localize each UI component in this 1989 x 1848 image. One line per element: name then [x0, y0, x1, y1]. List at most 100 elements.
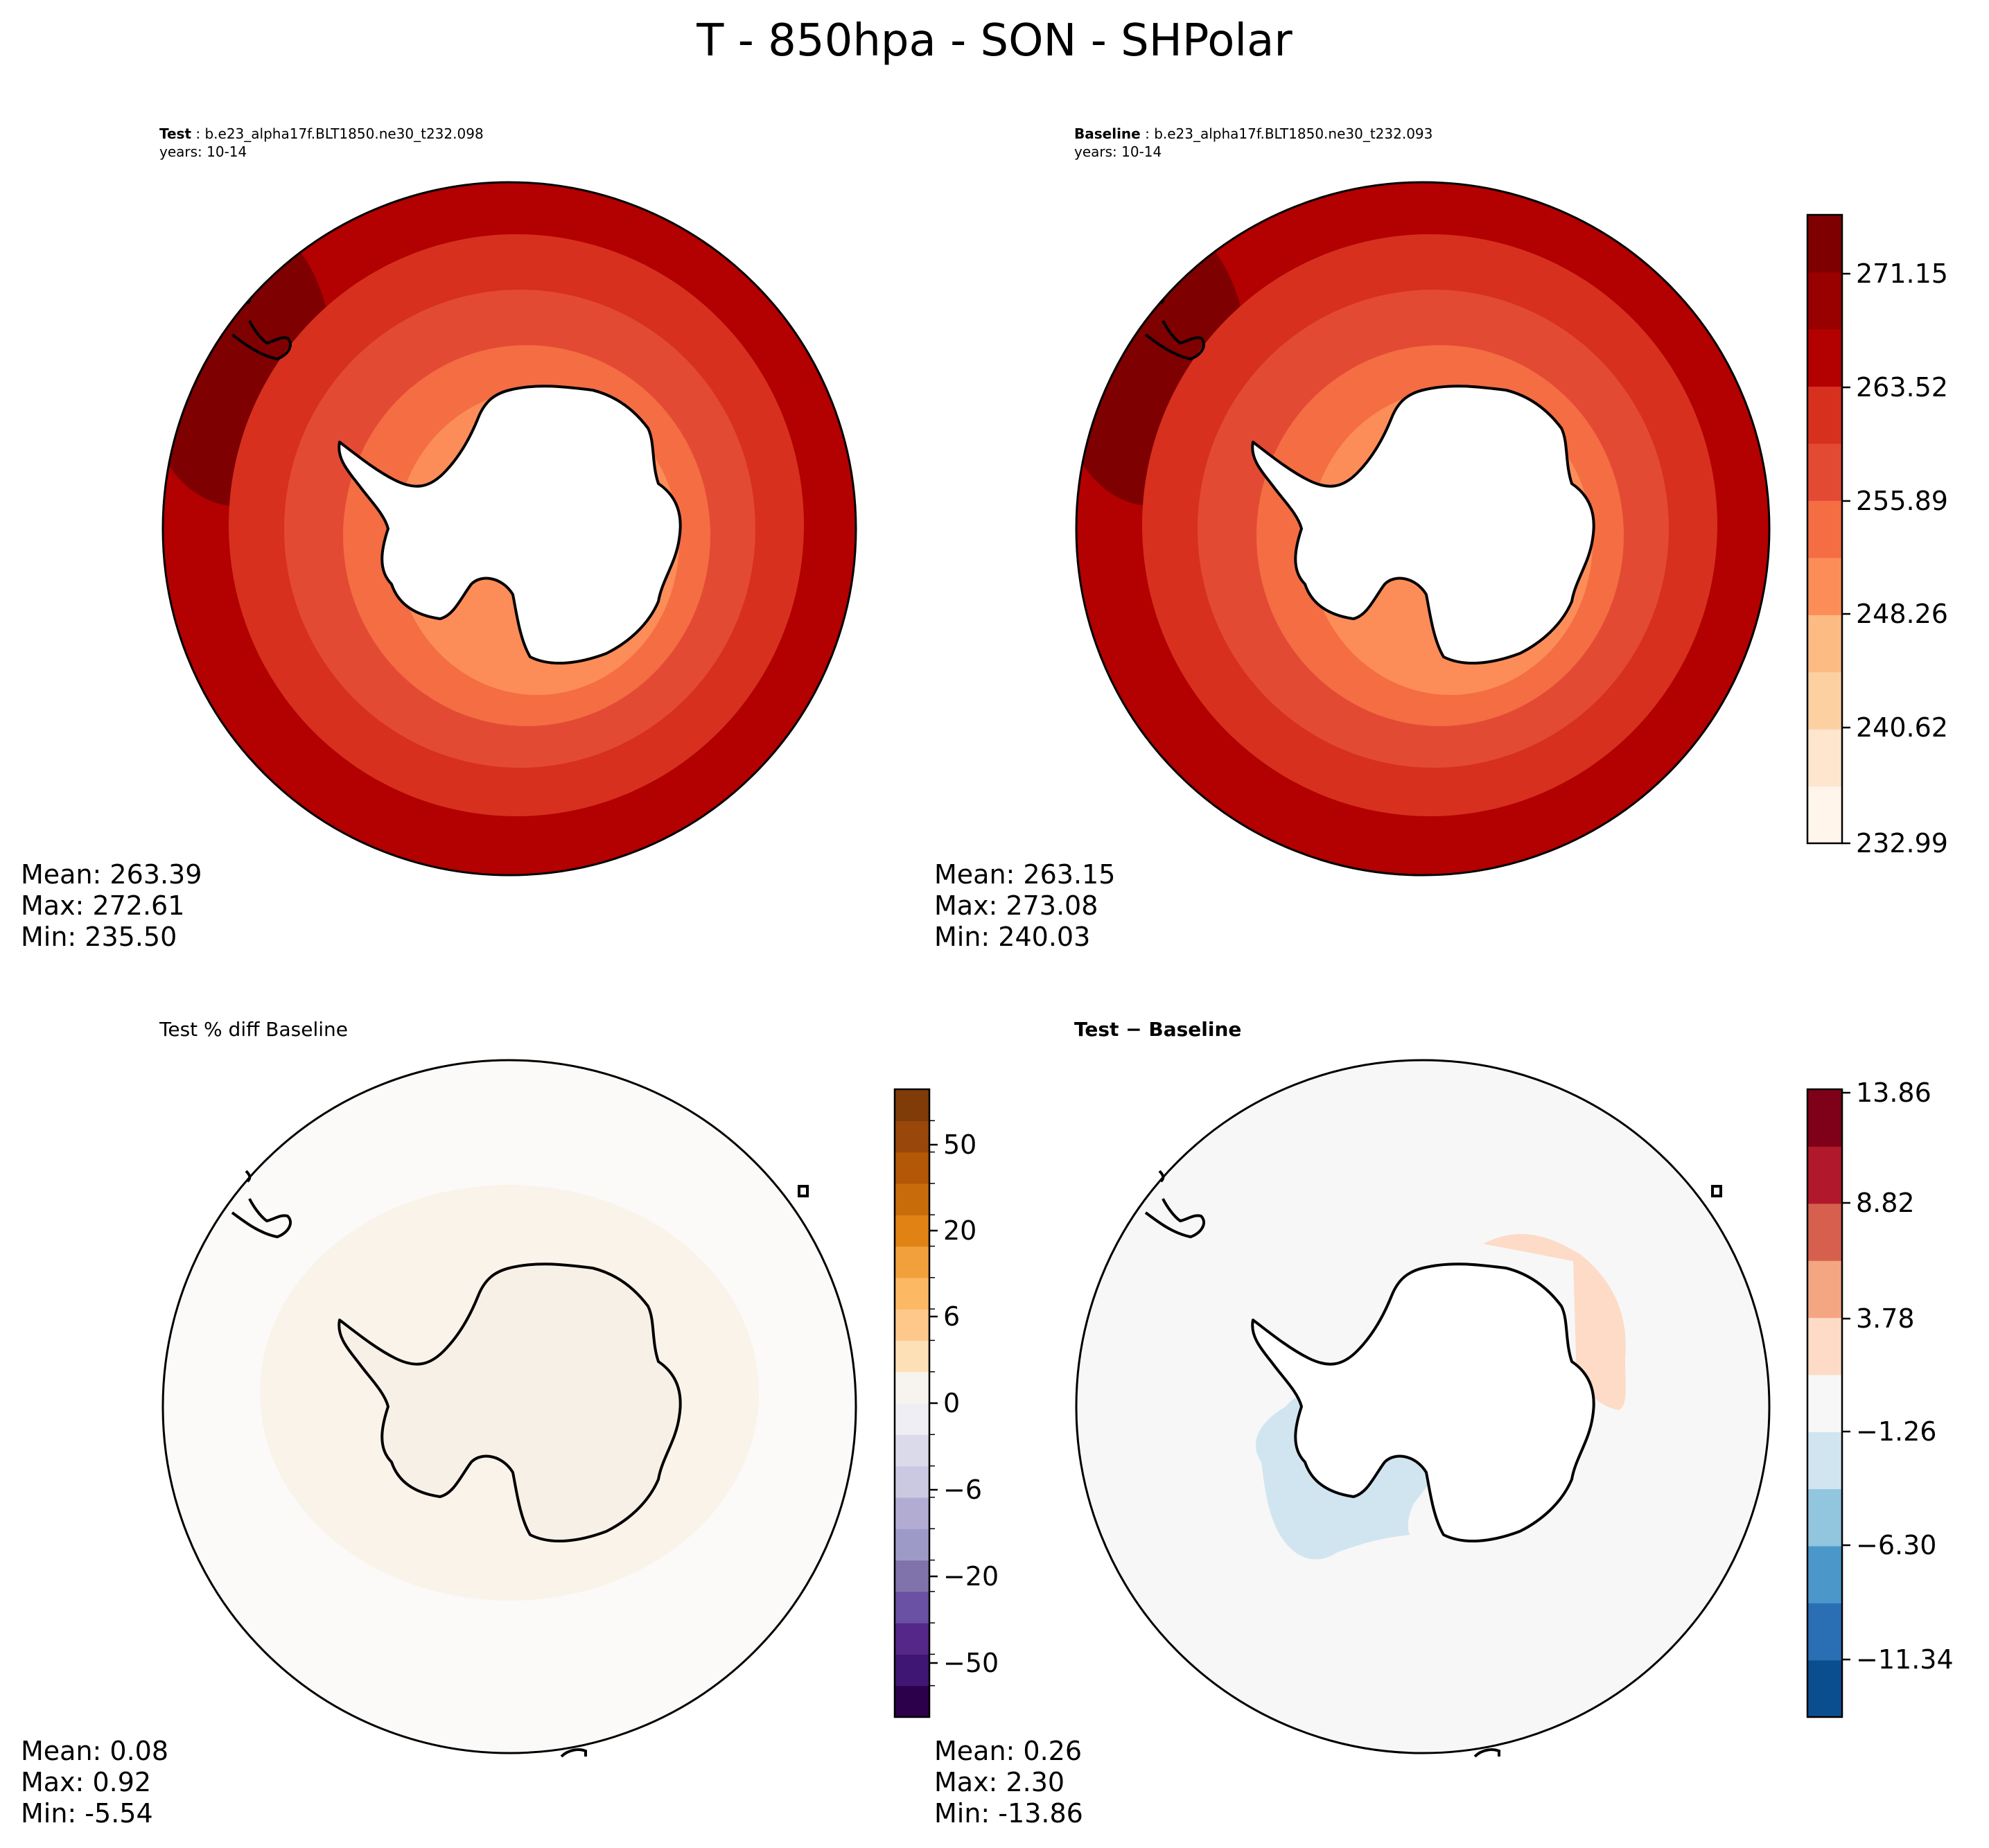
colorbar-diff-swatch-4	[1807, 1432, 1842, 1490]
panel-test: Test : b.e23_alpha17f.BLT1850.ne30_t232.…	[21, 125, 857, 952]
colorbar-baseline-swatch-3	[1807, 615, 1842, 673]
colorbar-pctdiff-swatch-16	[895, 1183, 929, 1215]
colorbar-pctdiff-swatch-18	[895, 1120, 929, 1153]
colorbar-pctdiff-swatch-2	[895, 1623, 929, 1655]
panel-baseline-title-label: Baseline	[1074, 125, 1141, 142]
panel-pctdiff-title: Test % diff Baseline	[159, 1018, 348, 1041]
colorbar-baseline-ticklabel-0: 271.15	[1856, 258, 1948, 289]
colorbar-diff-swatch-8	[1807, 1203, 1842, 1261]
colorbar-pctdiff-ticklabel-4: −6	[943, 1475, 982, 1505]
colorbar-baseline-swatch-8	[1807, 328, 1842, 387]
colorbar-diff-ticklabel-2: 3.78	[1856, 1303, 1915, 1334]
colorbar-pctdiff: 50 20 6 0 −6 −20 −50	[893, 1088, 999, 1718]
colorbar-baseline-swatch-9	[1807, 272, 1842, 330]
colorbar-baseline-swatch-6	[1807, 443, 1842, 501]
panel-diff-title-baseline: Baseline	[1148, 1018, 1241, 1041]
colorbar-pctdiff-swatch-11	[895, 1340, 929, 1373]
panel-baseline-years: years: 10-14	[1074, 143, 1162, 160]
panel-test-min: Min: 235.50	[21, 922, 177, 952]
colorbar-diff-swatch-1	[1807, 1603, 1842, 1661]
panel-diff-title: Test − Baseline	[1074, 1018, 1241, 1041]
panel-test-title: Test : b.e23_alpha17f.BLT1850.ne30_t232.…	[159, 125, 484, 142]
panel-baseline-map	[1076, 182, 1769, 875]
colorbar-diff-swatch-6	[1807, 1317, 1842, 1375]
panel-test-title-label: Test	[159, 125, 191, 142]
panel-diff-max: Max: 2.30	[934, 1767, 1064, 1797]
colorbar-diff-swatch-10	[1807, 1089, 1842, 1147]
colorbar-pctdiff-ticklabel-3: 0	[943, 1388, 960, 1418]
panel-diff-map	[1076, 1060, 1769, 1758]
colorbar-pctdiff-swatch-1	[895, 1654, 929, 1687]
colorbar-baseline-swatch-0	[1807, 786, 1842, 844]
panel-baseline-title-case: b.e23_alpha17f.BLT1850.ne30_t232.093	[1154, 125, 1432, 142]
colorbar-baseline-swatch-7	[1807, 386, 1842, 444]
colorbar-pctdiff-ticklabel-6: −50	[943, 1648, 999, 1678]
panel-diff-warm-area	[1483, 1233, 1626, 1410]
panel-diff: Test − Baseline Mean: 0.26 Max: 2.30 Min…	[934, 1018, 1954, 1829]
colorbar-diff-swatch-5	[1807, 1374, 1842, 1432]
colorbar-pctdiff-swatch-4	[895, 1560, 929, 1592]
colorbar-baseline: 271.15 263.52 255.89 248.26 240.62 232.99	[1806, 213, 1948, 859]
colorbar-baseline-swatch-4	[1807, 557, 1842, 615]
panel-baseline-boundary	[1075, 181, 1771, 877]
colorbar-baseline-ticklabel-2: 255.89	[1856, 486, 1948, 516]
colorbar-pctdiff-swatch-3	[895, 1591, 929, 1623]
colorbar-diff-ticklabel-1: 8.82	[1856, 1188, 1915, 1218]
colorbar-diff-frame	[1806, 1088, 1843, 1718]
panel-baseline: Baseline : b.e23_alpha17f.BLT1850.ne30_t…	[934, 125, 1948, 952]
colorbar-pctdiff-swatch-13	[895, 1277, 929, 1310]
panel-pctdiff-map	[163, 1060, 856, 1758]
panel-baseline-title-sep: :	[1141, 125, 1154, 142]
colorbar-baseline-swatch-5	[1807, 500, 1842, 558]
colorbar-diff-ticklabel-4: −6.30	[1856, 1530, 1936, 1560]
colorbar-pctdiff-ticklabel-0: 50	[943, 1129, 976, 1160]
colorbar-pctdiff-swatch-10	[895, 1371, 929, 1404]
colorbar-baseline-swatch-1	[1807, 729, 1842, 787]
panel-baseline-max: Max: 273.08	[934, 890, 1098, 921]
panel-pctdiff-mean: Mean: 0.08	[21, 1736, 168, 1766]
colorbar-pctdiff-swatch-0	[895, 1685, 929, 1718]
colorbar-pctdiff-swatch-17	[895, 1152, 929, 1184]
panel-diff-min: Min: -13.86	[934, 1798, 1083, 1829]
panel-test-years: years: 10-14	[159, 143, 247, 160]
colorbar-pctdiff-swatch-14	[895, 1246, 929, 1278]
colorbar-pctdiff-swatch-15	[895, 1215, 929, 1247]
panel-diff-mean: Mean: 0.26	[934, 1736, 1082, 1766]
colorbar-diff-ticklabel-5: −11.34	[1856, 1644, 1954, 1675]
panel-pctdiff-coastline	[338, 1262, 682, 1542]
colorbar-diff-ticklabel-3: −1.26	[1856, 1416, 1936, 1447]
colorbar-pctdiff-swatch-9	[895, 1403, 929, 1435]
colorbar-diff-swatch-3	[1807, 1488, 1842, 1547]
panel-pctdiff-boundary	[161, 1059, 857, 1754]
colorbar-diff-swatch-7	[1807, 1260, 1842, 1319]
panel-test-title-case: b.e23_alpha17f.BLT1850.ne30_t232.098	[204, 125, 483, 142]
colorbar-baseline-ticklabel-4: 240.62	[1856, 712, 1948, 743]
colorbar-pctdiff-swatch-19	[895, 1089, 929, 1121]
colorbar-pctdiff-ticklabel-2: 6	[943, 1301, 960, 1332]
panel-pctdiff: Test % diff Baseline Mean: 0.08 Max: 0.9…	[21, 1018, 999, 1829]
colorbar-baseline-swatch-10	[1807, 215, 1842, 273]
colorbar-diff-swatch-9	[1807, 1146, 1842, 1204]
colorbar-baseline-ticklabel-5: 232.99	[1856, 828, 1948, 859]
panel-baseline-min: Min: 240.03	[934, 922, 1090, 952]
colorbar-diff-ticklabel-0: 13.86	[1856, 1077, 1931, 1108]
colorbar-baseline-ticklabel-3: 248.26	[1856, 599, 1948, 629]
panel-diff-title-op: −	[1119, 1018, 1148, 1041]
colorbar-pctdiff-ticklabel-1: 20	[943, 1215, 976, 1246]
colorbar-diff: 13.86 8.82 3.78 −1.26 −6.30 −11.34	[1806, 1077, 1954, 1718]
colorbar-pctdiff-swatch-12	[895, 1309, 929, 1341]
panel-test-boundary	[161, 181, 857, 877]
panel-test-title-sep: :	[191, 125, 204, 142]
panel-test-map	[163, 182, 856, 875]
colorbar-pctdiff-swatch-6	[895, 1497, 929, 1529]
colorbar-pctdiff-swatch-8	[895, 1434, 929, 1467]
colorbar-baseline-frame	[1806, 213, 1843, 845]
colorbar-pctdiff-swatch-7	[895, 1466, 929, 1498]
panel-test-max: Max: 272.61	[21, 890, 184, 921]
colorbar-diff-swatch-0	[1807, 1660, 1842, 1718]
colorbar-pctdiff-ticklabel-5: −20	[943, 1561, 999, 1592]
colorbar-baseline-swatch-2	[1807, 671, 1842, 730]
colorbar-diff-swatch-2	[1807, 1545, 1842, 1603]
panel-diff-boundary	[1075, 1059, 1771, 1754]
